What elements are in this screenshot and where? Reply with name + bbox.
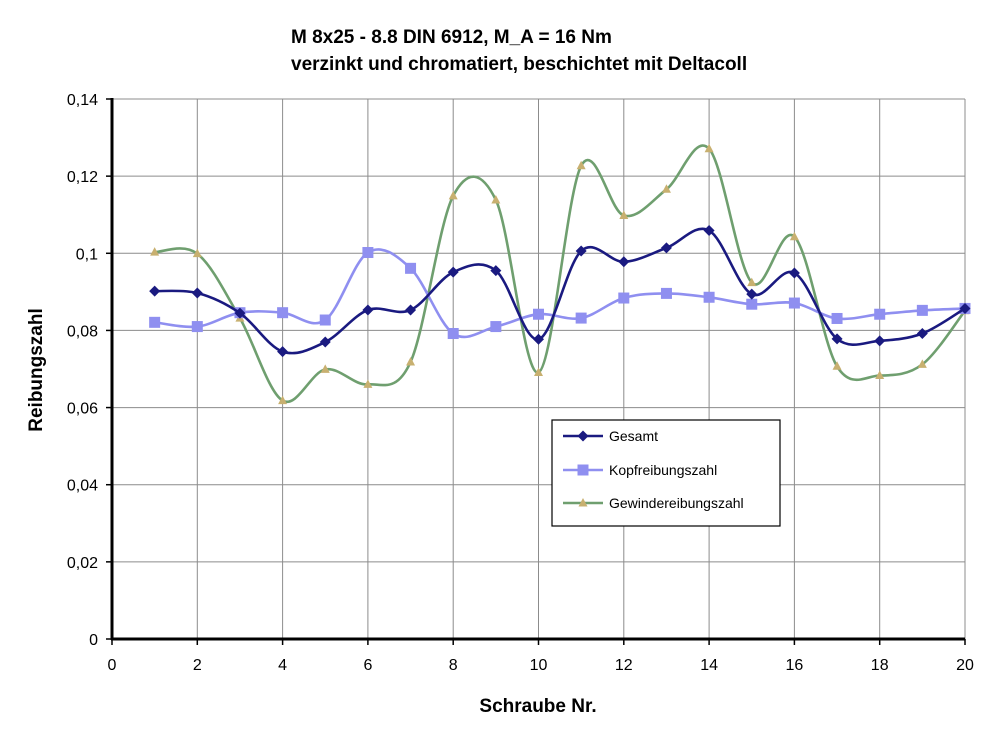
data-point-kopfreibungszahl bbox=[362, 247, 374, 259]
y-tick-label: 0,08 bbox=[67, 323, 98, 340]
data-point-kopfreibungszahl bbox=[746, 298, 758, 310]
data-point-gewindereibungszahl bbox=[875, 370, 885, 380]
y-tick-label: 0 bbox=[89, 632, 98, 649]
legend: Gesamt Kopfreibungszahl Gewindereibungszah… bbox=[551, 419, 781, 527]
data-point-gesamt bbox=[362, 304, 374, 316]
x-tick-label: 0 bbox=[108, 657, 117, 674]
y-axis-label: Reibungszahl bbox=[26, 308, 47, 432]
legend-label-gesamt: Gesamt bbox=[609, 428, 658, 444]
data-point-gewindereibungszahl bbox=[278, 395, 288, 405]
data-point-gewindereibungszahl bbox=[704, 143, 714, 153]
x-tick-label: 12 bbox=[615, 657, 633, 674]
series-gesamt bbox=[149, 225, 971, 358]
data-point-gesamt bbox=[234, 307, 246, 319]
data-point-gesamt bbox=[575, 245, 587, 257]
data-point-gesamt bbox=[533, 333, 544, 345]
data-point-gesamt bbox=[490, 265, 502, 277]
data-point-kopfreibungszahl bbox=[874, 308, 886, 320]
data-point-kopfreibungszahl bbox=[703, 291, 715, 303]
data-point-kopfreibungszahl bbox=[447, 328, 459, 340]
x-tick-label: 16 bbox=[786, 657, 804, 674]
data-point-gesamt bbox=[746, 288, 758, 300]
data-point-gesamt bbox=[874, 335, 886, 347]
data-point-gewindereibungszahl bbox=[661, 184, 671, 193]
data-point-gewindereibungszahl bbox=[917, 359, 927, 368]
y-tick-label: 0,02 bbox=[67, 555, 98, 572]
x-tick-label: 20 bbox=[956, 657, 974, 674]
x-tick-label: 18 bbox=[871, 657, 889, 674]
y-tick-label: 0,1 bbox=[76, 246, 98, 263]
y-tick-label: 0,06 bbox=[67, 401, 98, 418]
data-point-kopfreibungszahl bbox=[575, 312, 587, 324]
data-point-gesamt bbox=[277, 346, 289, 358]
data-point-gewindereibungszahl bbox=[150, 247, 160, 256]
y-tick-label: 0,14 bbox=[67, 92, 98, 109]
data-point-gewindereibungszahl bbox=[491, 195, 501, 204]
series-gewindereibungszahl bbox=[150, 143, 970, 405]
legend-label-gewindereibungszahl: Gewindereibungszahl bbox=[609, 495, 744, 511]
data-point-kopfreibungszahl bbox=[660, 287, 672, 299]
data-point-gesamt bbox=[405, 304, 417, 316]
data-point-gewindereibungszahl bbox=[320, 364, 330, 373]
data-point-kopfreibungszahl bbox=[788, 297, 800, 309]
chart-title: M 8x25 - 8.8 DIN 6912, M_A = 16 Nm bbox=[291, 27, 612, 48]
legend-marker-gesamt bbox=[577, 430, 589, 442]
data-point-kopfreibungszahl bbox=[405, 262, 417, 274]
data-point-kopfreibungszahl bbox=[916, 304, 928, 316]
x-tick-label: 4 bbox=[278, 657, 287, 674]
series-lines bbox=[149, 143, 971, 405]
data-point-gesamt bbox=[660, 242, 672, 254]
data-point-kopfreibungszahl bbox=[149, 316, 161, 328]
x-tick-label: 8 bbox=[449, 657, 458, 674]
data-point-kopfreibungszahl bbox=[277, 307, 289, 319]
series-line-gewindereibungszahl bbox=[153, 144, 967, 404]
data-point-gesamt bbox=[319, 336, 331, 348]
data-point-gewindereibungszahl bbox=[534, 367, 543, 376]
data-point-kopfreibungszahl bbox=[831, 312, 843, 324]
data-point-gewindereibungszahl bbox=[448, 190, 458, 200]
data-point-gewindereibungszahl bbox=[789, 231, 799, 241]
x-axis-ticks: 0 2 4 6 8 10 12 14 16 18 20 bbox=[108, 639, 974, 674]
data-point-gewindereibungszahl bbox=[832, 361, 842, 370]
series-line-kopfreibungszahl bbox=[153, 248, 967, 339]
legend-box bbox=[551, 419, 781, 527]
data-point-gesamt bbox=[618, 256, 630, 268]
data-point-gewindereibungszahl bbox=[192, 248, 202, 258]
data-point-kopfreibungszahl bbox=[533, 308, 544, 320]
data-point-gewindereibungszahl bbox=[619, 210, 629, 219]
legend-marker-gewindereibungszahl bbox=[578, 498, 588, 507]
data-point-gesamt bbox=[831, 333, 843, 345]
x-axis-label: Schraube Nr. bbox=[479, 696, 596, 717]
y-axis-ticks: 0 0,02 0,04 0,06 0,08 0,1 0,12 0,14 bbox=[67, 92, 112, 649]
data-point-gewindereibungszahl bbox=[406, 357, 416, 366]
data-point-gesamt bbox=[447, 266, 459, 278]
legend-marker-kopfreibungszahl bbox=[577, 464, 589, 476]
data-point-gesamt bbox=[916, 328, 928, 340]
x-tick-label: 10 bbox=[530, 657, 548, 674]
y-tick-label: 0,12 bbox=[67, 169, 98, 186]
x-tick-label: 2 bbox=[193, 657, 202, 674]
data-point-kopfreibungszahl bbox=[490, 321, 502, 333]
data-point-kopfreibungszahl bbox=[618, 292, 630, 304]
chart-subtitle: verzinkt und chromatiert, beschichtet mi… bbox=[291, 54, 747, 75]
series-line-gesamt bbox=[153, 227, 967, 355]
data-point-gesamt bbox=[191, 287, 203, 299]
data-point-gewindereibungszahl bbox=[747, 277, 757, 287]
data-point-gewindereibungszahl bbox=[576, 160, 586, 170]
data-point-gesamt bbox=[788, 267, 800, 279]
y-tick-label: 0,04 bbox=[67, 478, 98, 495]
data-point-gesamt bbox=[149, 285, 161, 297]
data-point-gesamt bbox=[703, 225, 715, 237]
data-point-gewindereibungszahl bbox=[363, 379, 373, 388]
data-point-kopfreibungszahl bbox=[319, 314, 331, 326]
data-point-gesamt bbox=[959, 302, 971, 314]
legend-label-kopfreibungszahl: Kopfreibungszahl bbox=[609, 462, 717, 478]
x-tick-label: 6 bbox=[363, 657, 372, 674]
series-kopfreibungszahl bbox=[149, 247, 971, 340]
data-point-kopfreibungszahl bbox=[191, 321, 203, 333]
x-tick-label: 14 bbox=[700, 657, 718, 674]
